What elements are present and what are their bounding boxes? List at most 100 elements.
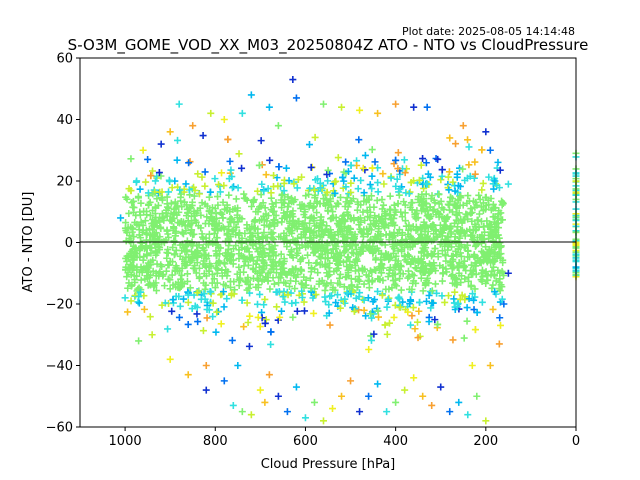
data-point <box>487 271 495 279</box>
data-point <box>494 158 502 166</box>
data-point <box>495 340 503 348</box>
data-point <box>223 295 231 303</box>
data-point <box>210 215 218 223</box>
data-point <box>400 156 408 164</box>
data-point <box>229 206 237 214</box>
data-point <box>324 206 332 214</box>
data-point <box>241 277 249 285</box>
data-point <box>171 198 179 206</box>
data-point <box>347 179 355 187</box>
data-point <box>250 196 258 204</box>
data-point <box>213 308 221 316</box>
data-point <box>260 229 268 237</box>
data-point <box>164 325 172 333</box>
data-point <box>319 218 327 226</box>
data-point <box>479 256 487 264</box>
data-point <box>226 157 234 165</box>
data-point <box>368 185 376 193</box>
data-point <box>306 274 314 282</box>
data-point <box>329 286 337 294</box>
data-point <box>382 221 390 229</box>
data-point <box>438 247 446 255</box>
data-point <box>180 198 188 206</box>
data-point <box>265 252 273 260</box>
data-point <box>489 257 497 265</box>
data-point <box>422 224 430 232</box>
data-point <box>491 288 499 296</box>
data-point <box>406 300 414 308</box>
data-point <box>327 279 335 287</box>
data-point <box>163 193 171 201</box>
data-point <box>444 173 452 181</box>
data-point <box>175 313 183 321</box>
data-point <box>315 277 323 285</box>
data-point <box>384 295 392 303</box>
data-point <box>282 164 290 172</box>
data-point <box>202 263 210 271</box>
data-point <box>356 106 364 114</box>
data-point <box>192 218 200 226</box>
data-point <box>170 205 178 213</box>
data-point <box>215 181 223 189</box>
data-point <box>218 266 226 274</box>
data-point <box>244 244 252 252</box>
data-point <box>461 293 469 301</box>
data-point <box>197 295 205 303</box>
data-point <box>391 256 399 264</box>
data-point <box>392 100 400 108</box>
data-point <box>430 196 438 204</box>
data-point <box>200 279 208 287</box>
data-point <box>209 299 217 307</box>
data-point <box>158 196 166 204</box>
data-point <box>192 269 200 277</box>
data-point <box>342 158 350 166</box>
data-point <box>401 169 409 177</box>
data-point <box>301 307 309 315</box>
data-point <box>212 264 220 272</box>
data-point <box>397 286 405 294</box>
data-point <box>174 136 182 144</box>
data-point <box>217 320 225 328</box>
data-point <box>339 173 347 181</box>
data-point <box>168 216 176 224</box>
data-point <box>234 362 242 369</box>
data-point <box>394 200 402 208</box>
data-point <box>459 165 467 173</box>
data-point <box>357 176 365 184</box>
data-point <box>440 215 448 223</box>
data-point <box>170 237 178 245</box>
data-point <box>434 320 442 328</box>
data-point <box>292 277 300 285</box>
data-point <box>390 201 398 209</box>
data-point <box>275 163 283 171</box>
data-point <box>456 249 464 257</box>
data-point <box>374 179 382 187</box>
data-point <box>149 219 157 227</box>
data-point <box>425 318 433 326</box>
data-point <box>297 204 305 212</box>
data-point <box>482 417 490 425</box>
data-point <box>346 214 354 222</box>
data-point <box>219 198 227 206</box>
data-point <box>463 199 471 207</box>
data-point <box>172 264 180 272</box>
data-point <box>349 304 357 312</box>
data-point <box>310 309 318 317</box>
data-point <box>342 198 350 206</box>
data-point <box>408 206 416 214</box>
data-point <box>209 313 217 321</box>
data-point <box>293 307 301 315</box>
data-point <box>438 277 446 285</box>
data-point <box>396 185 404 193</box>
data-point <box>190 192 198 200</box>
data-point <box>158 301 166 309</box>
data-point <box>192 209 200 217</box>
data-point <box>478 146 486 154</box>
data-point <box>293 184 301 192</box>
data-point <box>199 233 207 241</box>
data-point <box>228 336 236 344</box>
data-point <box>219 288 227 296</box>
data-point <box>290 198 298 206</box>
data-point <box>254 229 262 237</box>
data-point <box>468 362 476 369</box>
